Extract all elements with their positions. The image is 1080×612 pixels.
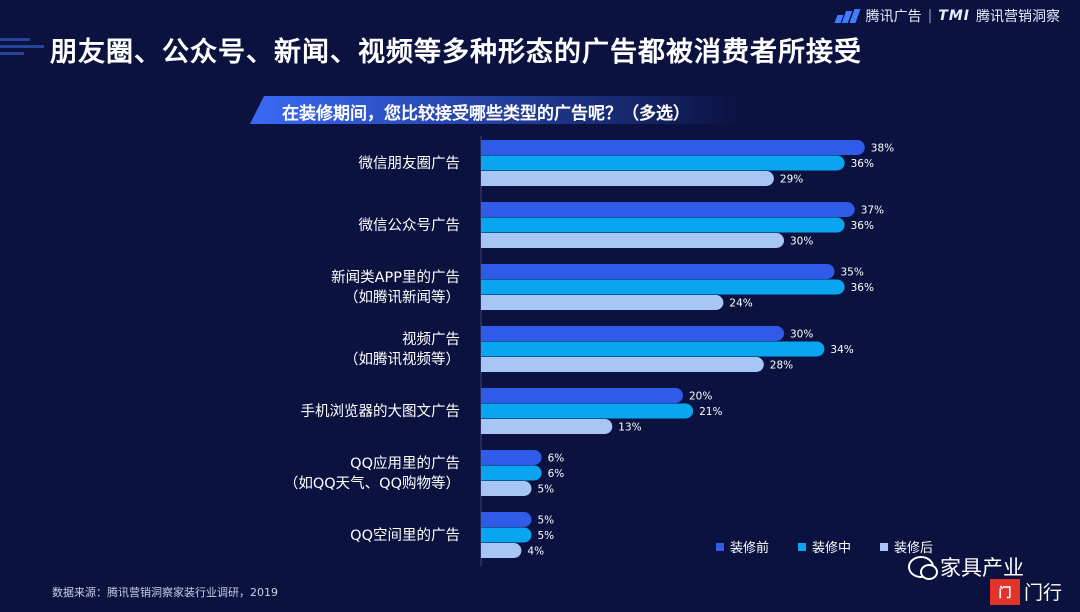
- data-label: 30%: [790, 236, 813, 248]
- bar: [481, 155, 845, 171]
- data-label: 5%: [538, 484, 555, 496]
- data-label: 36%: [851, 220, 874, 232]
- data-label: 29%: [780, 174, 803, 186]
- bar: [481, 264, 835, 279]
- brand-header: 腾讯广告 | TMI 腾讯营销洞察: [834, 6, 1060, 26]
- brand-name: 腾讯广告: [865, 9, 922, 25]
- bar: [481, 326, 785, 341]
- site-logo-text: 门行: [1024, 582, 1063, 604]
- data-label: 13%: [618, 422, 641, 434]
- bar: [481, 481, 532, 496]
- bar: [481, 512, 532, 527]
- data-label: 20%: [689, 391, 712, 403]
- category-label: 新闻类APP里的广告: [331, 269, 460, 286]
- bar: [481, 341, 825, 357]
- data-label: 6%: [548, 453, 565, 465]
- bar: [481, 543, 522, 558]
- bar: [481, 217, 845, 233]
- data-label: 21%: [699, 406, 722, 418]
- bar: [481, 403, 694, 419]
- bar: [481, 233, 785, 248]
- legend-swatch: [716, 543, 724, 551]
- category-label: QQ应用里的广告: [350, 454, 460, 472]
- category-label: 微信朋友圈广告: [359, 155, 461, 172]
- page-title: 朋友圈、公众号、新闻、视频等多种形态的广告都被消费者所接受: [50, 37, 862, 68]
- legend-swatch: [798, 543, 806, 551]
- bar: [481, 295, 724, 310]
- brand-product: 腾讯营销洞察: [976, 9, 1060, 25]
- bar: [481, 388, 684, 403]
- data-label: 5%: [538, 515, 555, 527]
- data-source: 数据来源：腾讯营销洞察家装行业调研，2019: [52, 586, 278, 599]
- data-label: 30%: [790, 329, 813, 341]
- bar: [481, 465, 542, 481]
- bar: [481, 357, 764, 372]
- data-label: 35%: [841, 267, 864, 279]
- bar: [481, 140, 865, 155]
- legend-label: 装修中: [812, 541, 851, 556]
- data-label: 5%: [538, 530, 555, 542]
- data-label: 28%: [770, 360, 793, 372]
- wechat-icon: [908, 556, 938, 580]
- site-logo-box: 门: [990, 578, 1020, 605]
- bar: [481, 419, 613, 434]
- brand-tmi: TMI: [938, 8, 970, 24]
- question-text: 在装修期间，您比较接受哪些类型的广告呢？（多选）: [282, 104, 690, 124]
- title-decoration: [0, 36, 60, 58]
- bar: [481, 279, 845, 295]
- bar: [481, 171, 774, 186]
- question-banner: 在装修期间，您比较接受哪些类型的广告呢？（多选）: [250, 96, 740, 124]
- category-label: 微信公众号广告: [359, 217, 461, 234]
- category-label: （如腾讯新闻等）: [344, 288, 460, 306]
- data-label: 38%: [871, 143, 894, 155]
- data-label: 24%: [729, 298, 752, 310]
- legend-label: 装修前: [730, 540, 769, 556]
- category-label: 手机浏览器的大图文广告: [301, 403, 461, 420]
- site-watermark: 门 门行: [990, 578, 1062, 605]
- category-label: QQ空间里的广告: [350, 527, 460, 544]
- legend-swatch: [880, 543, 888, 551]
- category-label: 视频广告: [402, 331, 460, 348]
- data-label: 6%: [548, 468, 565, 480]
- data-label: 4%: [527, 546, 544, 558]
- data-label: 36%: [851, 158, 874, 170]
- data-label: 34%: [830, 344, 853, 356]
- bar: [481, 450, 542, 465]
- category-label: （如QQ天气、QQ购物等）: [284, 474, 460, 492]
- bar: [481, 202, 855, 217]
- legend-label: 装修后: [894, 541, 933, 556]
- watermark: 家具产业: [908, 552, 1024, 582]
- category-label: （如腾讯视频等）: [344, 350, 460, 368]
- bar: [481, 527, 532, 543]
- brand-separator: |: [927, 8, 933, 24]
- watermark-text: 家具产业: [940, 556, 1024, 580]
- data-label: 37%: [861, 205, 884, 217]
- data-label: 36%: [851, 282, 874, 294]
